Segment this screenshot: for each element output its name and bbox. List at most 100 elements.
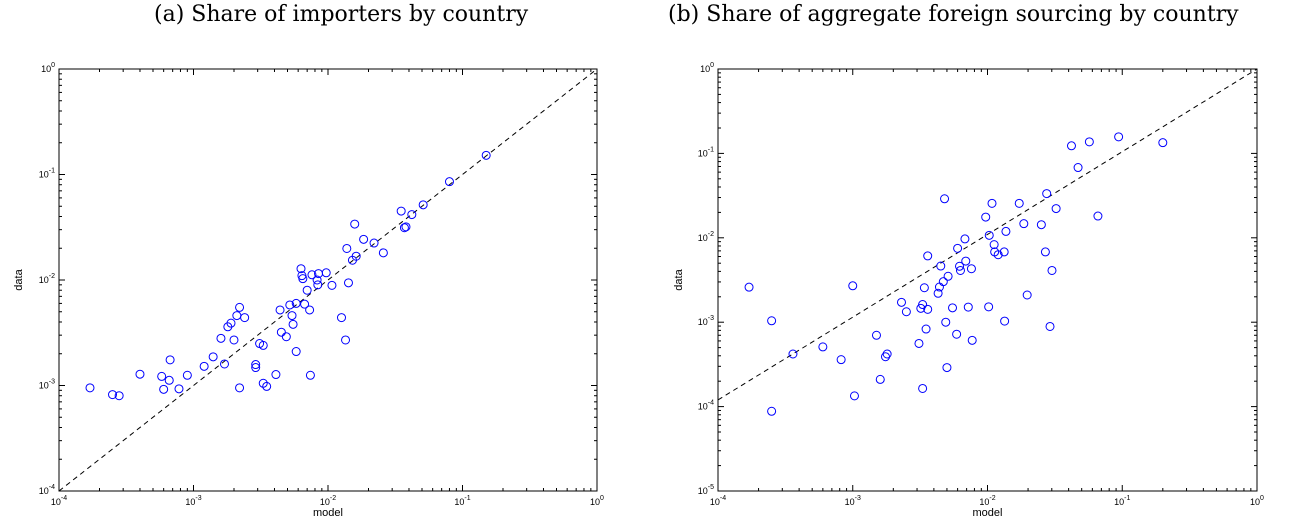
scatter-point [235,383,245,393]
scatter-point [444,177,454,187]
x-tick-label: 10-4 [51,495,67,507]
scatter-point [369,238,379,248]
scatter-point [901,307,911,317]
scatter-point [219,359,229,369]
scatter-point [378,248,388,258]
scatter-point [327,280,337,290]
scatter-point [788,349,798,359]
scatter-point [942,363,952,373]
scatter-point [923,251,933,261]
scatter-point [298,274,308,284]
scatter-point [1042,189,1052,199]
scatter-point [1014,198,1024,208]
scatter-point [258,378,268,388]
scatter-point [281,332,291,342]
y-tick-label: 10-5 [698,484,714,496]
scatter-point [1051,204,1061,214]
scatter-point [276,327,286,337]
scatter-point [1019,219,1029,229]
scatter-point [300,299,310,309]
scatter-point [875,374,885,384]
scatter-point [321,268,331,278]
scatter-point [271,370,281,380]
scatter-point [955,261,965,271]
scatter-point [1084,137,1094,147]
scatter-point [305,305,315,315]
scatter-point [1066,141,1076,151]
scatter-point [229,335,239,345]
scatter-point [987,198,997,208]
scatter-point [399,223,409,233]
scatter-point [955,265,965,275]
scatter-point [938,277,948,287]
x-tick-label: 100 [590,495,604,507]
scatter-point [1040,247,1050,257]
scatter-point [981,212,991,222]
scatter-point [948,303,958,313]
y-tick-label: 10-3 [698,315,714,327]
y-tick-label: 10-2 [698,231,714,243]
scatter-point [235,302,245,312]
scatter-point [1036,220,1046,230]
panel-b-title: (b) Share of aggregate foreign sourcing … [668,2,1239,27]
scatter-point [114,391,124,401]
scatter-point [401,222,411,232]
scatter-point [296,264,306,274]
x-axis-label: model [313,507,343,519]
scatter-point [396,206,406,216]
scatter-point [1045,321,1055,331]
scatter-point [341,335,351,345]
scatter-point [923,304,933,314]
scatter-point [943,271,953,281]
scatter-point [418,200,428,210]
x-tick-label: 10-1 [454,495,470,507]
scatter-point [165,355,175,365]
reference-line [717,68,1258,401]
y-tick-label: 100 [700,62,714,74]
scatter-point [989,240,999,250]
x-tick-label: 10-3 [845,495,861,507]
scatter-point [914,338,924,348]
scatter-point [953,243,963,253]
panel-a: 10-4 10-3 10-2 10-1 100 10-4 10-3 10-2 10-1 100 mo… [13,62,604,519]
scatter-point [961,256,971,266]
scatter-point [999,247,1009,257]
scatter-point [1022,290,1032,300]
scatter-point [251,360,261,370]
scatter-point [285,300,295,310]
scatter-point [1114,132,1124,142]
y-axis-label: data [673,268,685,290]
scatter-point [157,371,167,381]
scatter-point [232,311,242,321]
x-tick-label: 10-4 [710,495,726,507]
scatter-point [871,330,881,340]
scatter-point [258,340,268,350]
y-tick-label: 10-1 [39,168,55,180]
scatter-point [940,194,950,204]
scatter-point [226,318,236,328]
scatter-point [85,383,95,393]
scatter-point [1047,265,1057,275]
scatter-point [159,384,169,394]
scatter-point [919,283,929,293]
scatter-point [918,383,928,393]
scatter-point [848,281,858,291]
y-tick-label: 10-3 [39,379,55,391]
scatter-point [342,243,352,253]
scatter-point [305,370,315,380]
scatter-point [313,280,323,290]
scatter-point [251,363,261,373]
y-tick-label: 10-4 [698,400,714,412]
scatter-point [849,391,859,401]
scatter-point [359,234,369,244]
scatter-point [1158,138,1168,148]
panel-a-title: (a) Share of importers by country [154,2,529,27]
scatter-point [336,313,346,323]
scatter-point [135,369,145,379]
reference-line [58,68,598,492]
scatter-point [288,319,298,329]
x-tick-label: 100 [1250,495,1264,507]
scatter-point [481,150,491,160]
x-tick-label: 10-3 [185,495,201,507]
